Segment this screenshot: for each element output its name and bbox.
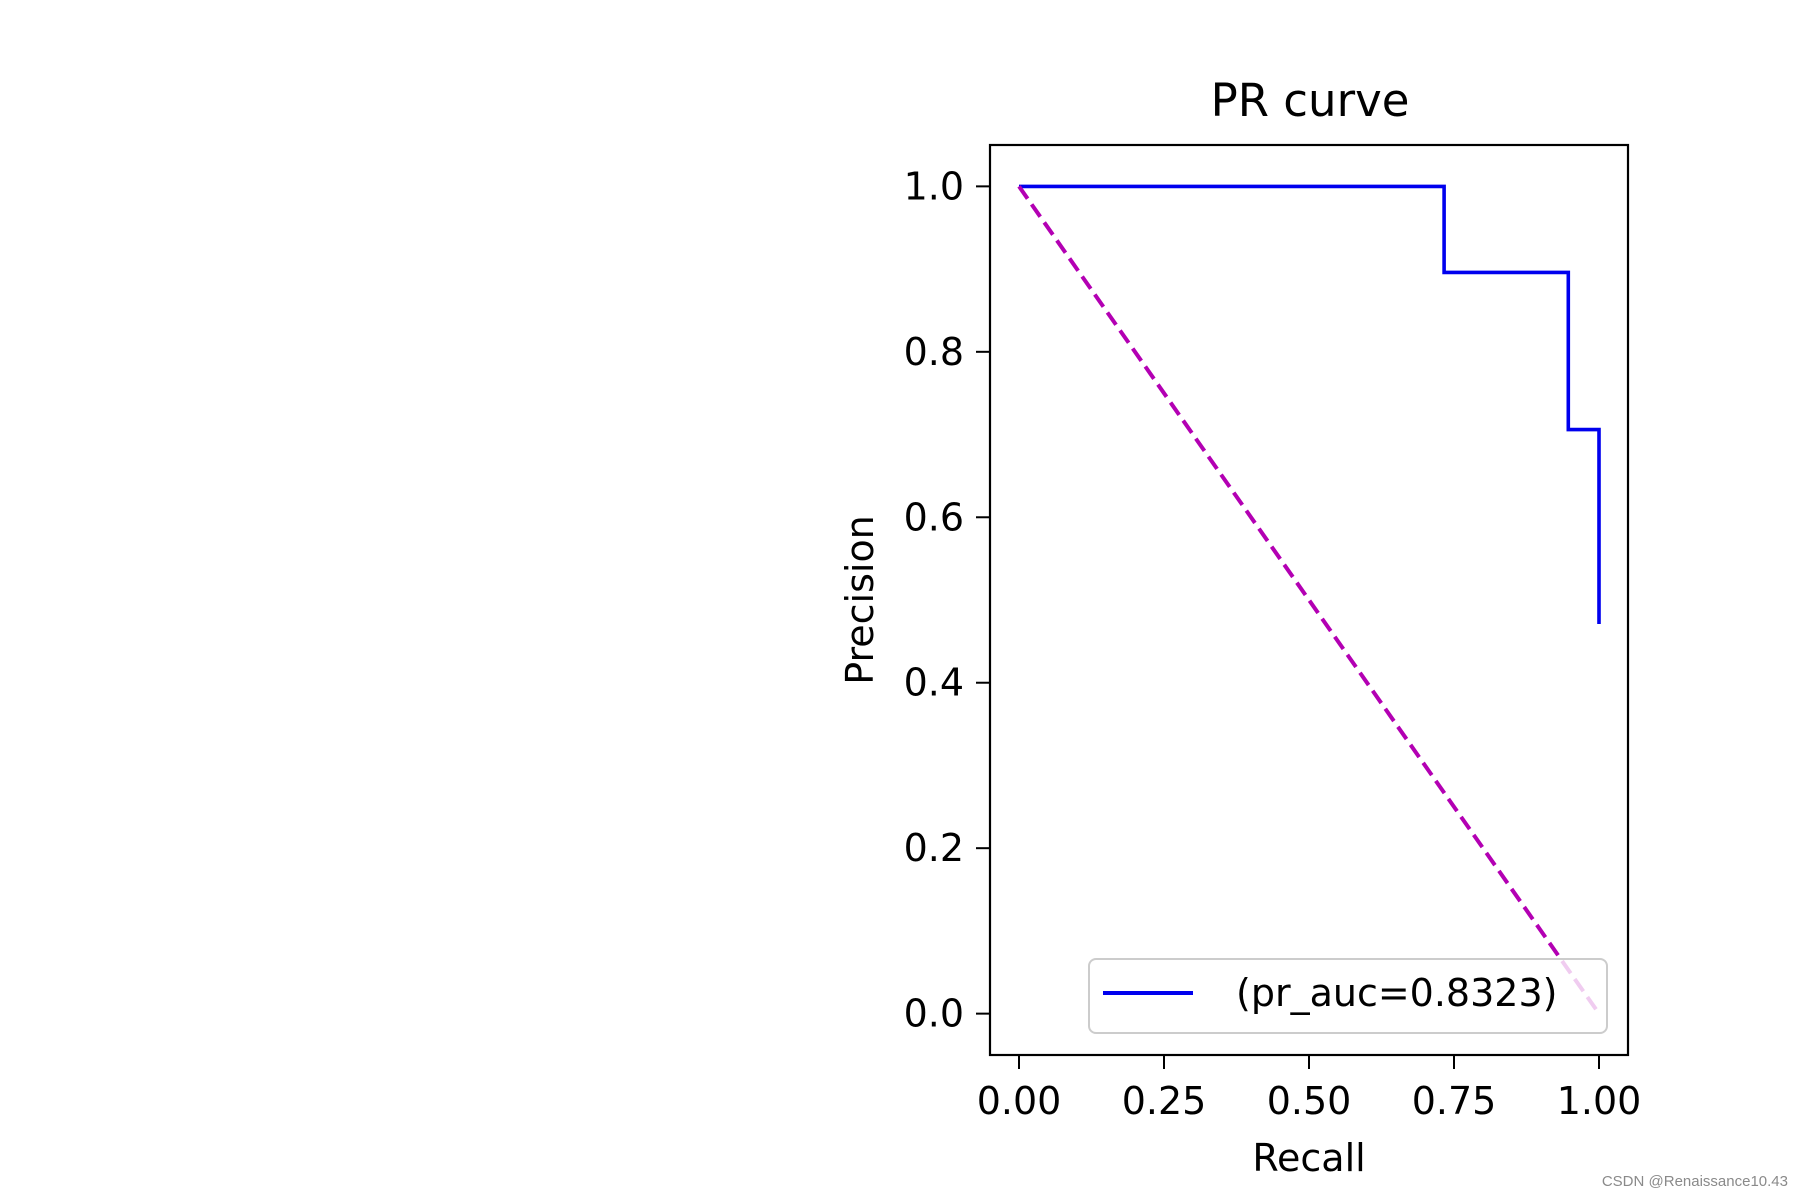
y-tick-label: 0.0 xyxy=(904,992,964,1036)
legend-box xyxy=(1088,958,1608,1034)
watermark: CSDN @Renaissance10.43 xyxy=(1601,1173,1788,1190)
x-axis-label: Recall xyxy=(1252,1136,1365,1180)
y-tick-label: 1.0 xyxy=(904,164,964,208)
x-tick-label: 0.00 xyxy=(977,1079,1062,1123)
y-axis-ticks: 0.0 0.2 0.4 0.6 0.8 1.0 xyxy=(904,164,990,1036)
pr-curve-line xyxy=(1019,184,1601,624)
x-tick-label: 0.50 xyxy=(1267,1079,1352,1123)
y-tick-label: 0.4 xyxy=(904,661,964,705)
y-tick-label: 0.2 xyxy=(904,826,964,870)
x-tick-label: 0.25 xyxy=(1122,1079,1207,1123)
y-axis-label: Precision xyxy=(838,515,882,685)
y-tick-label: 0.8 xyxy=(904,330,964,374)
legend: (pr_auc=0.8323) xyxy=(1088,958,1608,1034)
chart-title: PR curve xyxy=(1211,74,1410,127)
y-tick-label: 0.6 xyxy=(904,495,964,539)
x-axis-ticks: 0.00 0.25 0.50 0.75 1.00 xyxy=(977,1055,1642,1123)
series-layer xyxy=(1017,184,1601,1015)
x-tick-label: 1.00 xyxy=(1557,1079,1642,1123)
x-tick-label: 0.75 xyxy=(1412,1079,1497,1123)
baseline-dashed-line xyxy=(1017,185,1601,1015)
legend-label-pr-curve: (pr_auc=0.8323) xyxy=(1236,971,1557,1015)
